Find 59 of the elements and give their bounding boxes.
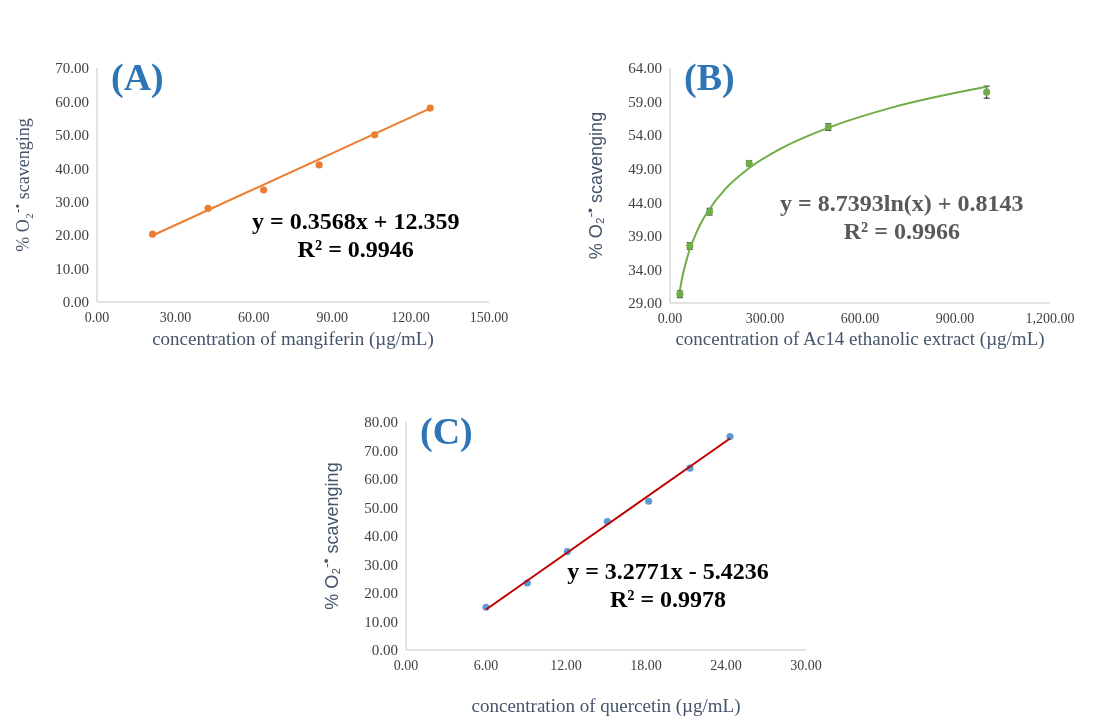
- x-tick-label: 18.00: [630, 658, 662, 673]
- point: [260, 186, 268, 194]
- y-tick-label: 40.00: [55, 160, 89, 177]
- x-tick-label: 150.00: [469, 310, 509, 325]
- annotation: R² = 0.9978: [609, 586, 727, 613]
- y-tick-label: 44.00: [628, 194, 662, 211]
- x-tick-label: 0.00: [657, 311, 683, 326]
- y-tick-label: 60.00: [364, 471, 398, 488]
- y-tick-label: 50.00: [55, 127, 89, 144]
- y-tick-label: 54.00: [628, 127, 662, 144]
- y-tick-label: 39.00: [628, 228, 662, 245]
- x-tick-label: 60.00: [238, 310, 270, 325]
- y-tick-label: 80.00: [364, 414, 398, 431]
- y-tick-label: 70.00: [55, 60, 89, 77]
- y-tick-label: 0.00: [62, 294, 89, 311]
- y-tick-label: 10.00: [55, 260, 89, 277]
- annotation: R² = 0.9966: [843, 218, 960, 245]
- y-tick-label: 49.00: [628, 160, 662, 177]
- chart-title: (C): [420, 410, 473, 453]
- y-tick-label: 60.00: [55, 93, 89, 110]
- x-tick-label: 1,200.00: [1025, 311, 1075, 326]
- point: [726, 432, 734, 441]
- y-tick-label: 40.00: [364, 528, 398, 545]
- y-tick-label: 29.00: [628, 295, 662, 312]
- y-tick-label: 20.00: [55, 227, 89, 244]
- annotation: y = 3.2771x - 5.4236: [567, 558, 769, 585]
- chart-title: (A): [111, 56, 164, 99]
- y-tick-label: 30.00: [364, 556, 398, 573]
- point: [645, 497, 653, 505]
- x-axis-title: concentration of Ac14 ethanolic extract (µg/mL): [675, 328, 1045, 350]
- x-tick-label: 600.00: [840, 311, 880, 326]
- x-tick-label: 6.00: [473, 658, 499, 673]
- x-axis-title: concentration of mangiferin (µg/mL): [152, 328, 434, 350]
- x-tick-label: 120.00: [391, 310, 430, 325]
- y-tick-label: 34.00: [628, 261, 662, 278]
- x-tick-label: 900.00: [935, 311, 975, 326]
- point: [426, 104, 434, 112]
- x-tick-label: 90.00: [316, 310, 348, 325]
- y-tick-label: 20.00: [364, 585, 398, 602]
- x-tick-label: 0.00: [393, 658, 419, 673]
- chart-title: (B): [684, 56, 735, 99]
- annotation: y = 8.7393ln(x) + 0.8143: [780, 190, 1024, 217]
- x-axis-title: concentration of quercetin (µg/mL): [471, 695, 741, 717]
- annotation: R² = 0.9946: [297, 236, 414, 263]
- y-tick-label: 59.00: [628, 93, 662, 110]
- x-tick-label: 30.00: [159, 310, 192, 325]
- y-tick-label: 30.00: [55, 193, 89, 210]
- x-tick-label: 30.00: [790, 658, 822, 673]
- point: [315, 161, 323, 169]
- y-tick-label: 64.00: [628, 60, 662, 77]
- x-tick-label: 12.00: [550, 658, 582, 673]
- x-tick-label: 300.00: [745, 311, 785, 326]
- y-tick-label: 0.00: [371, 642, 398, 659]
- y-tick-label: 70.00: [364, 442, 398, 459]
- y-tick-label: 50.00: [364, 499, 398, 516]
- x-tick-label: 0.00: [84, 310, 110, 325]
- y-tick-label: 10.00: [364, 613, 398, 630]
- annotation: y = 0.3568x + 12.359: [252, 208, 460, 235]
- x-tick-label: 24.00: [710, 658, 742, 673]
